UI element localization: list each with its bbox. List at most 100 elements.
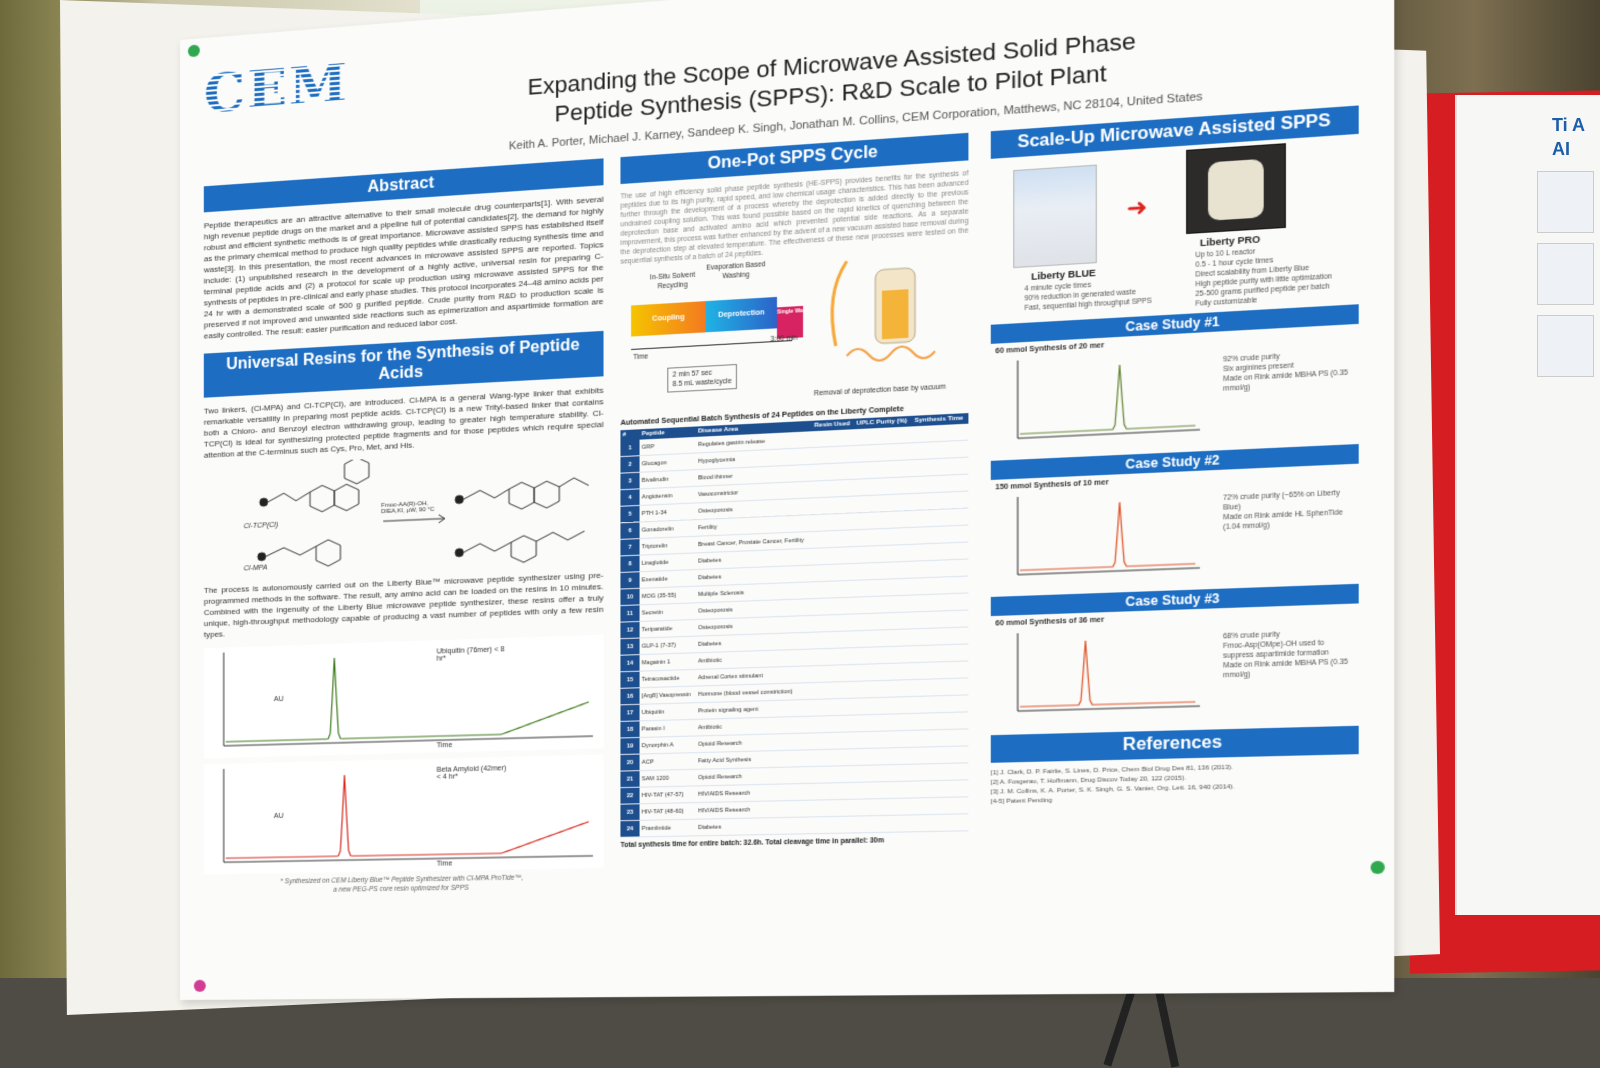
liberty-blue-image <box>1013 165 1097 269</box>
table-cell: Ubiquitin <box>640 703 696 721</box>
table-cell <box>854 646 912 665</box>
table-cell <box>912 814 968 832</box>
amyloid-chromatogram: Beta Amyloid (42mer) < 4 hr* AU Time <box>204 754 604 874</box>
ubiquitin-chromatogram: Ubiquitin (76mer) < 8 hr* AU Time <box>204 635 604 759</box>
time-end-label: 3:00 min <box>770 333 797 344</box>
middle-column: One-Pot SPPS Cycle The use of high effic… <box>620 133 968 849</box>
table-cell: Pramlintide <box>640 819 696 837</box>
stage-deprotection: Deprotection <box>706 297 777 332</box>
table-cell <box>812 462 854 481</box>
table-cell <box>854 680 912 699</box>
peptide-table-body: 1 GRP Regulates gastrin release 2 Glucagon Hy… <box>620 424 968 838</box>
chart-axes <box>224 760 593 862</box>
case-study-bullets: 92% crude purity Six arginines present M… <box>1223 348 1352 394</box>
table-cell: 17 <box>620 704 639 721</box>
table-cell: 5 <box>620 505 639 522</box>
table-cell <box>812 580 854 598</box>
table-cell <box>854 612 912 631</box>
table-cell <box>812 597 854 615</box>
amyloid-chromatogram-plot <box>204 754 604 874</box>
table-cell <box>812 766 854 784</box>
side-poster-title: Ti A AI <box>1457 95 1600 161</box>
table-cell: 3 <box>620 472 639 489</box>
footnote: * Synthesized on CEM Liberty Blue™ Pepti… <box>204 872 604 896</box>
table-cell <box>912 576 968 595</box>
table-cell <box>912 780 968 798</box>
table-cell: GLP-1 (7-37) <box>640 636 696 654</box>
side-poster-block <box>1537 315 1594 377</box>
chart-axes <box>1018 351 1200 438</box>
time-axis-label: Time <box>437 860 453 867</box>
table-cell <box>812 816 854 834</box>
table-cell: Diabetes <box>696 817 812 836</box>
time-label: Time <box>633 352 648 362</box>
side-poster-block <box>1537 243 1594 305</box>
bullet: Made on Rink amide MBHA PS (0.35 mmol/g) <box>1223 657 1352 680</box>
liberty-pro-image <box>1186 143 1286 234</box>
table-cell <box>812 496 854 515</box>
case-study-bullets: 72% crude purity (~65% on Liberty Blue) … <box>1223 488 1352 532</box>
case-study-chromatogram <box>995 483 1211 588</box>
table-cell <box>854 578 912 597</box>
label-evaporation: Evaporation Based Washing <box>706 260 766 282</box>
ubiquitin-chromatogram-plot <box>204 635 604 759</box>
table-cell: Parasin I <box>640 719 696 737</box>
abstract-text: Peptide therapeutics are an attractive a… <box>204 193 604 341</box>
table-cell <box>812 715 854 733</box>
table-cell <box>854 815 912 833</box>
left-column: Abstract Peptide therapeutics are an att… <box>204 158 604 896</box>
table-cell <box>812 631 854 649</box>
label-insitu: In-Situ Solvent Recycling <box>648 270 697 292</box>
table-cell <box>812 749 854 767</box>
table-cell: 12 <box>620 621 639 638</box>
table-cell: 19 <box>620 737 639 754</box>
right-column: Scale-Up Microwave Assisted SPPS ➜ Liber… <box>991 105 1359 807</box>
peptide-table: # Peptide Disease Area Resin Used UPLC P… <box>620 413 968 838</box>
table-cell: HIV-TAT (48-60) <box>640 803 696 821</box>
instrument-images: ➜ Liberty BLUE Liberty PRO 4 minute cycl… <box>991 134 1359 319</box>
table-cell <box>812 429 854 447</box>
case-study-chromatogram <box>995 621 1211 724</box>
case-study-1: Case Study #1 60 mmol Synthesis of 20 me… <box>991 304 1359 454</box>
amyloid-label: Beta Amyloid (42mer) < 4 hr* <box>437 765 510 781</box>
green-pushpin <box>188 44 200 57</box>
chart-axes <box>1018 627 1200 711</box>
table-cell: 24 <box>620 820 639 837</box>
table-cell <box>912 746 968 764</box>
table-cell: ACP <box>640 753 696 771</box>
table-cell: 13 <box>620 638 639 655</box>
table-cell <box>912 610 968 629</box>
scheme-label-clmpa: Cl-MPA <box>244 564 268 572</box>
table-cell: 2 <box>620 456 639 473</box>
table-cell <box>912 763 968 781</box>
table-cell <box>854 730 912 748</box>
table-cell: Tetracosactide <box>640 669 696 687</box>
table-cell: SAM 1200 <box>640 769 696 787</box>
table-cell <box>812 681 854 699</box>
table-cell: Magainin 1 <box>640 653 696 671</box>
total-synthesis-line: Total synthesis time for entire batch: 3… <box>620 836 968 850</box>
chromatogram-trace <box>1020 637 1195 707</box>
table-cell <box>912 712 968 730</box>
green-pushpin <box>1371 861 1385 874</box>
chromatogram-trace <box>1020 499 1195 570</box>
table-cell: [Arg8] Vasopressin <box>640 686 696 704</box>
table-cell: 1 <box>620 440 639 457</box>
table-cell <box>854 663 912 682</box>
table-cell <box>854 781 912 799</box>
table-cell: 8 <box>620 555 639 572</box>
table-cell <box>912 559 968 578</box>
table-cell: 4 <box>620 489 639 506</box>
table-cell: 14 <box>620 655 639 672</box>
table-cell: Teriparatide <box>640 619 696 638</box>
table-cell: 18 <box>620 721 639 738</box>
table-cell <box>912 593 968 612</box>
process-text: The process is autonomously carried out … <box>204 570 604 641</box>
references-list: [1] J. Clark, D. P. Fairlie, S. Lines, D… <box>991 761 1359 808</box>
cem-logo: CEM <box>204 53 349 126</box>
cycle-diagram: In-Situ Solvent Recycling Evaporation Ba… <box>620 254 968 410</box>
table-cell <box>854 595 912 614</box>
reaction-vessel-drawing <box>814 243 968 389</box>
table-cell <box>812 479 854 498</box>
table-cell: 11 <box>620 605 639 622</box>
